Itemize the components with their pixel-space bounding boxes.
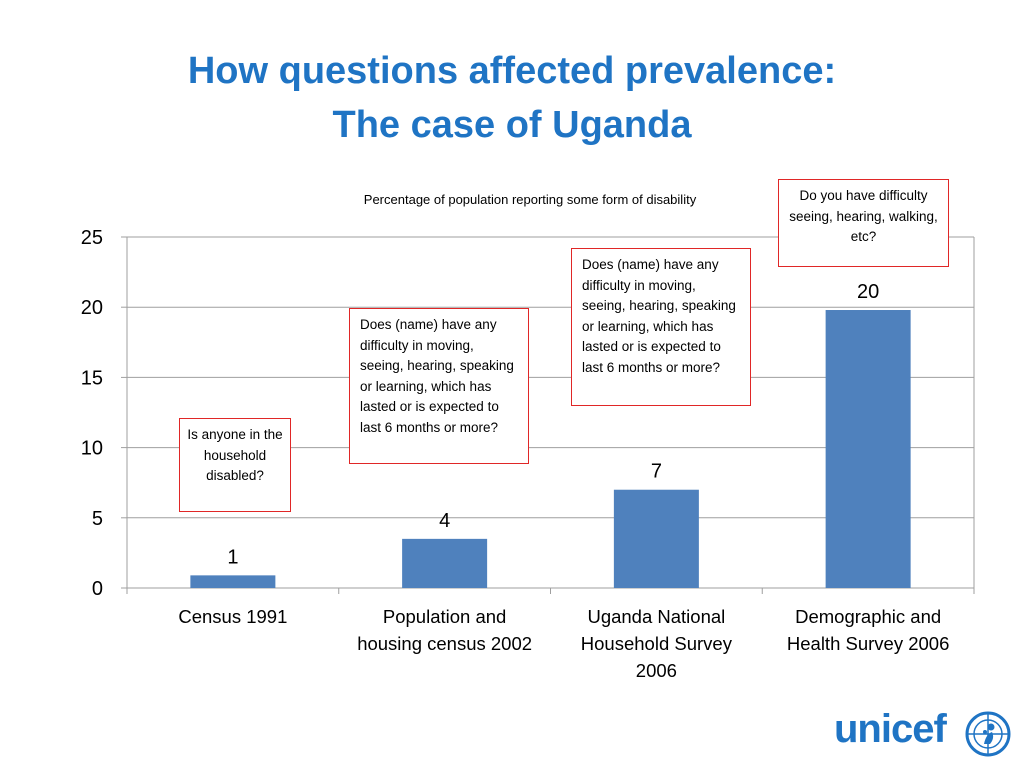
x-category-label-line: Census 1991 — [178, 606, 288, 627]
x-category-label: Census 1991 — [133, 603, 333, 630]
x-category-label-line: 2006 — [635, 660, 677, 681]
data-label: 4 — [439, 510, 450, 532]
annotation-unhs-2006: Does (name) have any difficulty in movin… — [571, 248, 751, 406]
y-tick-label: 0 — [92, 578, 103, 600]
chart-subtitle: Percentage of population reporting some … — [363, 192, 697, 207]
x-category-label: Population and housing census 2002 — [345, 603, 545, 657]
y-tick-label: 10 — [81, 438, 103, 460]
y-tick-label: 5 — [92, 508, 103, 530]
title-line-2: The case of Uganda — [332, 104, 692, 146]
y-tick-label: 15 — [81, 367, 103, 389]
annotation-census-2002: Does (name) have any difficulty in movin… — [349, 308, 529, 464]
x-category-label-line: Household Survey — [580, 633, 732, 654]
y-tick-label: 20 — [81, 297, 103, 319]
bar — [190, 575, 276, 588]
bar — [613, 489, 699, 588]
x-category-label-line: housing census 2002 — [357, 633, 533, 654]
logo-text: unicef — [834, 707, 947, 751]
x-category-label-line: Population and — [382, 606, 507, 627]
data-label: 7 — [651, 461, 662, 483]
x-category-label-line: Uganda National — [587, 606, 726, 627]
x-category-label-line: Health Survey 2006 — [786, 633, 950, 654]
slide-title: How questions affected prevalence: The c… — [0, 44, 1024, 152]
bar — [402, 538, 488, 588]
data-label: 1 — [227, 546, 238, 568]
annotation-dhs-2006: Do you have difficulty seeing, hearing, … — [778, 179, 949, 267]
x-category-label-line: Demographic and — [795, 606, 942, 627]
x-category-label: Uganda National Household Survey 2006 — [556, 603, 756, 684]
unicef-emblem-icon — [965, 711, 1011, 757]
data-label: 20 — [857, 281, 879, 303]
unicef-logo: unicef — [834, 704, 1014, 764]
title-line-1: How questions affected prevalence: — [187, 50, 837, 92]
bar — [825, 310, 911, 588]
annotation-census-1991: Is anyone in the household disabled? — [179, 418, 291, 512]
y-tick-label: 25 — [81, 227, 103, 249]
x-category-label: Demographic and Health Survey 2006 — [768, 603, 968, 657]
